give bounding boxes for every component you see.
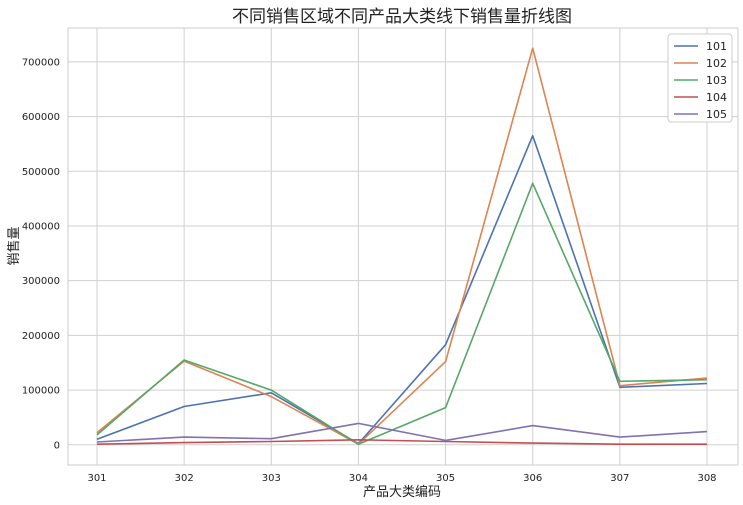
series-line-104: [96, 438, 707, 446]
series-line-105: [96, 422, 708, 443]
y-tick-label: 700000: [22, 57, 60, 68]
x-tick-label: 301: [87, 473, 106, 484]
grid: [68, 28, 738, 465]
x-tick-label: 305: [436, 473, 455, 484]
legend-label-104: 104: [706, 91, 727, 104]
y-tick-label: 100000: [22, 386, 60, 397]
legend-label-103: 103: [706, 74, 727, 87]
x-tick-label: 306: [523, 473, 542, 484]
y-tick-label: 500000: [22, 167, 60, 178]
y-tick-label: 400000: [22, 221, 60, 232]
x-tick-label: 308: [697, 473, 716, 484]
y-tick-label: 300000: [22, 276, 60, 287]
x-tick-label: 302: [175, 473, 194, 484]
x-tick-label: 304: [349, 473, 368, 484]
legend: 101 102 103 104 105: [667, 33, 733, 123]
legend-box: [667, 33, 733, 123]
legend-label-105: 105: [706, 108, 727, 121]
plot-frame: [67, 27, 739, 466]
x-tick-label: 303: [262, 473, 281, 484]
series-lines: [96, 47, 708, 446]
y-tick-label: 600000: [22, 112, 60, 123]
x-tick-label: 307: [610, 473, 629, 484]
legend-label-102: 102: [706, 57, 727, 70]
legend-label-101: 101: [706, 40, 727, 53]
y-tick-label: 0: [54, 440, 60, 451]
series-line-102: [96, 47, 708, 446]
y-axis-label: 销售量: [6, 226, 22, 265]
series-line-101: [96, 134, 708, 445]
chart-title: 不同销售区域不同产品大类线下销售量折线图: [232, 7, 572, 27]
x-axis-label: 产品大类编码: [363, 485, 441, 500]
y-tick-label: 200000: [22, 331, 60, 342]
x-tick-labels: 301 302 303 304 305 306 307 308: [87, 473, 716, 484]
series-line-103: [96, 182, 708, 446]
y-tick-labels: 0 100000 200000 300000 400000 500000 600000 700…: [22, 57, 60, 451]
